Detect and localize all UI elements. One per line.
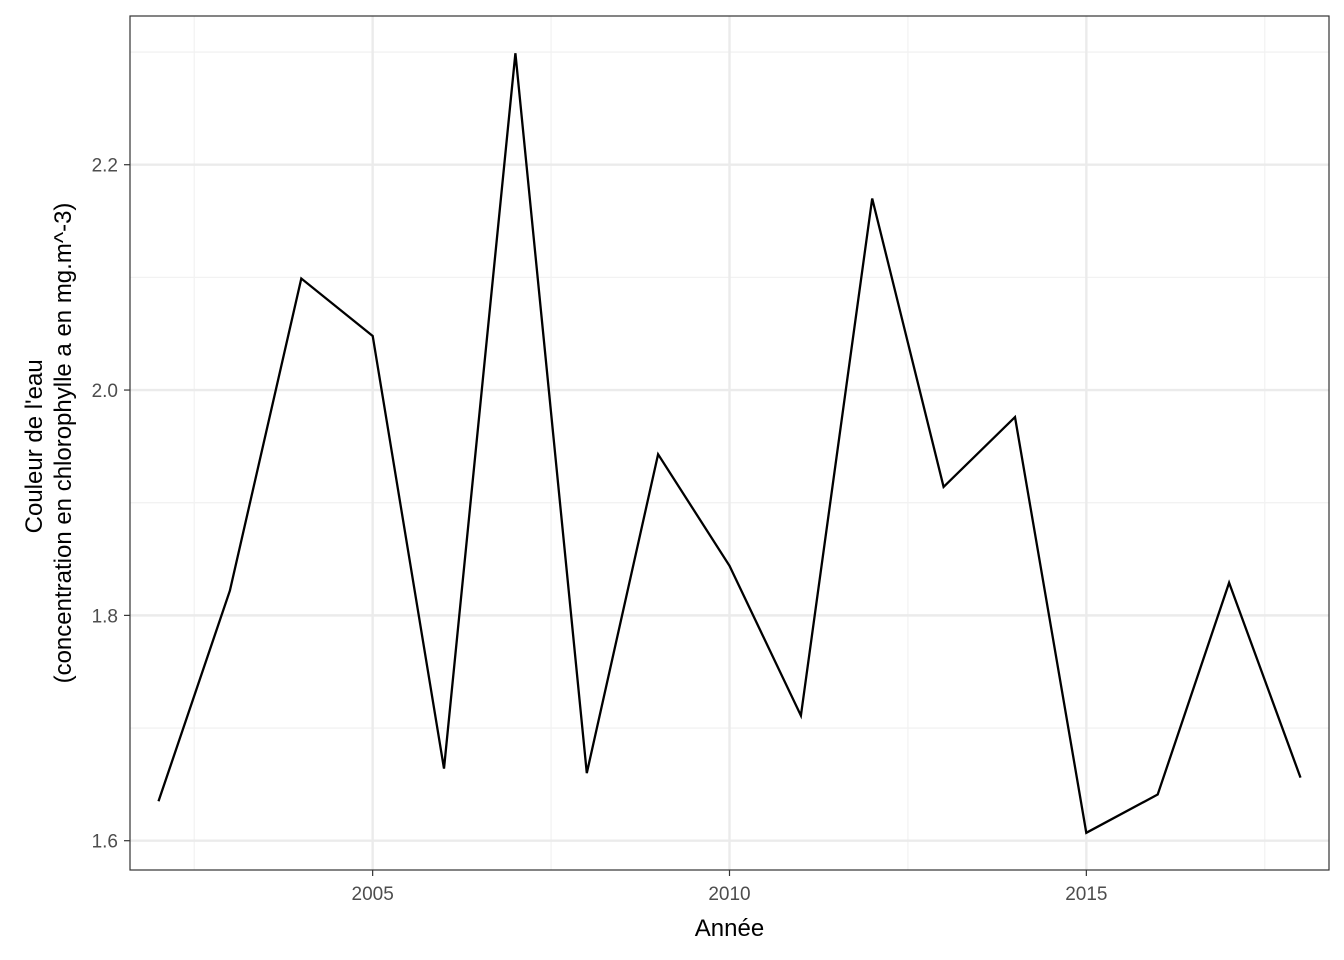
y-tick-label: 1.6 bbox=[92, 832, 118, 853]
y-axis-title-line-2: (concentration en chlorophylle a en mg.m… bbox=[50, 203, 77, 684]
y-axis: 1.6 1.8 2.0 2.2 bbox=[92, 156, 130, 853]
y-tick-label: 2.0 bbox=[92, 381, 118, 402]
y-axis-title-line-1: Couleur de l'eau bbox=[21, 359, 48, 533]
x-tick-label: 2010 bbox=[708, 884, 750, 905]
y-axis-title: Couleur de l'eau (concentration en chlor… bbox=[21, 203, 77, 684]
x-axis-title: Année bbox=[695, 915, 764, 942]
series-line bbox=[157, 53, 1302, 835]
y-tick-label: 1.8 bbox=[92, 606, 118, 627]
major-gridlines bbox=[130, 16, 1329, 870]
x-axis: 2005 2010 2015 bbox=[352, 870, 1107, 905]
x-tick-label: 2005 bbox=[352, 884, 394, 905]
series-layer bbox=[157, 53, 1302, 835]
y-tick-label: 2.2 bbox=[92, 156, 118, 177]
x-tick-label: 2015 bbox=[1065, 884, 1107, 905]
